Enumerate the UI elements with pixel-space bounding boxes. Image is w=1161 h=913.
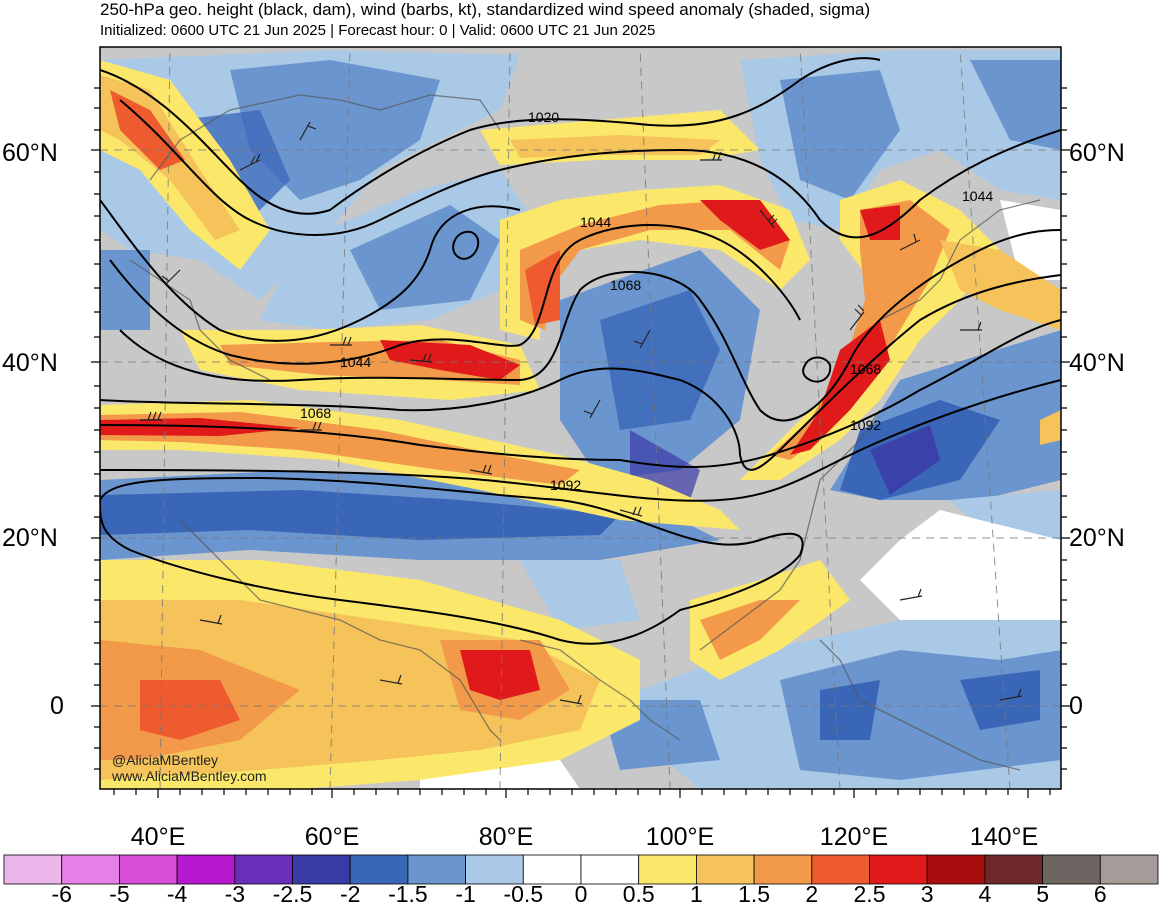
lat-label-left-60n: 60°N [2, 139, 58, 167]
contour-label: 1068 [300, 405, 331, 421]
colorbar-swatch [1099, 854, 1159, 885]
colorbar-tick-label: -2 [339, 881, 361, 907]
lon-label-80e: 80°E [478, 823, 534, 851]
graticule [100, 47, 1061, 789]
colorbar-tick-label: 5 [1036, 881, 1049, 907]
wind-barbs [140, 121, 1023, 705]
colorbar-tick-label: -4 [166, 881, 188, 907]
colorbar-swatch [349, 854, 409, 885]
lat-label-left-eq: 0 [50, 692, 64, 720]
colorbar-swatch [696, 854, 755, 885]
colorbar-swatch [522, 854, 582, 885]
colorbar-tick-label: -6 [51, 881, 72, 907]
credit-website: www.AliciaMBentley.com [112, 768, 267, 784]
colorbar-swatch [869, 854, 928, 885]
contour-labels: 1020 1044 1068 1044 1068 1092 1044 1068 … [300, 109, 993, 493]
lat-label-left-40n: 40°N [2, 349, 58, 377]
colorbar-swatch [580, 854, 640, 885]
colorbar-swatch [465, 854, 524, 885]
coastlines [129, 94, 1041, 771]
colorbar-tick-label: -2.5 [272, 881, 313, 907]
colorbar-swatch [753, 854, 813, 885]
lon-label-100e: 100°E [645, 823, 715, 851]
colorbar-swatch [119, 854, 178, 885]
colorbar-tick-label: -5 [109, 881, 130, 907]
tick-marks [91, 87, 1070, 798]
contour-label: 1044 [580, 214, 611, 230]
lon-label-120e: 120°E [819, 823, 889, 851]
lat-label-right-eq: 0 [1069, 692, 1083, 720]
map-field: 1020 1044 1068 1044 1068 1092 1044 1068 … [100, 47, 1061, 789]
colorbar-tick-label: -0.5 [503, 881, 544, 907]
contour-label: 1044 [340, 354, 371, 370]
lat-label-right-40n: 40°N [1069, 349, 1125, 377]
colorbar-tick-label: 1.5 [738, 881, 771, 907]
contour-label: 1068 [610, 277, 641, 293]
colorbar [3, 854, 1159, 885]
contour-label: 1020 [528, 109, 559, 125]
colorbar-swatch [176, 854, 236, 885]
contour-label: 1092 [550, 477, 581, 493]
colorbar-swatch [1042, 854, 1101, 885]
colorbar-tick-label: 3 [920, 881, 934, 907]
height-contours [100, 57, 1061, 645]
colorbar-tick-label: 2 [805, 881, 819, 907]
lon-label-60e: 60°E [304, 823, 360, 851]
colorbar-swatch [926, 854, 986, 885]
colorbar-swatch [234, 854, 293, 885]
contour-label: 1044 [962, 188, 993, 204]
credit-handle: @AliciaMBentley [112, 752, 219, 768]
colorbar-swatch [638, 854, 697, 885]
lat-label-right-60n: 60°N [1069, 139, 1125, 167]
positive-anomaly-shading [100, 60, 1061, 789]
colorbar-tick-label: 0.5 [622, 881, 655, 907]
colorbar-swatch [61, 854, 120, 885]
colorbar-tick-label: -1.5 [388, 881, 428, 907]
contour-label: 1092 [850, 417, 881, 433]
colorbar-swatch [811, 854, 870, 885]
colorbar-tick-label: 4 [978, 881, 992, 907]
lat-label-left-20n: 20°N [2, 524, 58, 552]
colorbar-tick-label: 0 [574, 881, 588, 907]
colorbar-swatch [292, 854, 351, 885]
map-title: 250-hPa geo. height (black, dam), wind (… [100, 0, 871, 19]
map-frame [99, 46, 1062, 790]
colorbar-tick-label: -3 [224, 881, 246, 907]
map-subtitle: Initialized: 0600 UTC 21 Jun 2025 | Fore… [100, 22, 656, 39]
lat-label-right-20n: 20°N [1069, 524, 1125, 552]
colorbar-tick-label: 6 [1093, 881, 1107, 907]
colorbar-tick-label: 1 [689, 881, 703, 907]
colorbar-swatch [3, 854, 63, 885]
contour-label: 1068 [850, 361, 881, 377]
colorbar-tick-label: -1 [455, 881, 476, 907]
lon-label-40e: 40°E [130, 823, 186, 851]
colorbar-swatch [984, 854, 1044, 885]
colorbar-tick-label: 2.5 [853, 881, 886, 907]
colorbar-swatch [407, 854, 466, 885]
lon-label-140e: 140°E [969, 823, 1039, 851]
